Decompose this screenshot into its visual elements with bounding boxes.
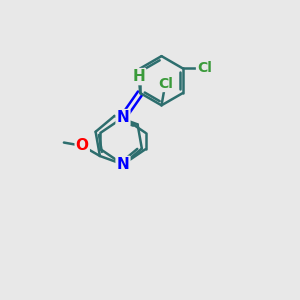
Text: Cl: Cl	[197, 61, 212, 75]
Text: Cl: Cl	[158, 77, 173, 91]
Text: N: N	[117, 157, 129, 172]
Text: H: H	[132, 69, 145, 84]
Text: N: N	[117, 110, 129, 125]
Text: O: O	[76, 138, 89, 153]
